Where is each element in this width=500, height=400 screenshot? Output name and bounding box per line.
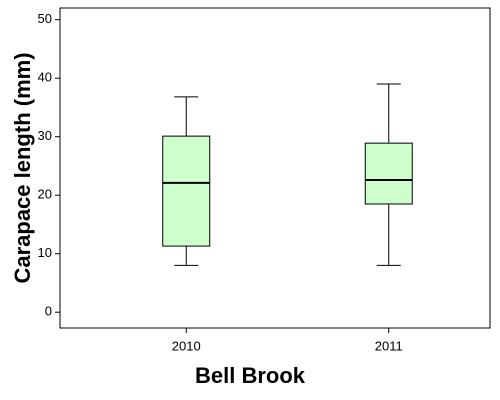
y-tick-label: 40 <box>38 70 52 85</box>
x-tick-label: 2010 <box>172 338 201 353</box>
x-axis-title: Bell Brook <box>195 363 306 388</box>
plot-frame <box>59 7 491 329</box>
x-tick-label: 2011 <box>375 338 403 353</box>
y-axis-title: Carapace length (mm) <box>10 52 35 283</box>
y-tick-label: 50 <box>38 11 52 26</box>
box <box>364 142 413 205</box>
y-tick-label: 20 <box>38 187 52 202</box>
y-tick-label: 10 <box>38 245 52 260</box>
box <box>162 135 211 247</box>
y-tick-label: 0 <box>45 304 52 319</box>
y-tick-label: 30 <box>38 128 52 143</box>
